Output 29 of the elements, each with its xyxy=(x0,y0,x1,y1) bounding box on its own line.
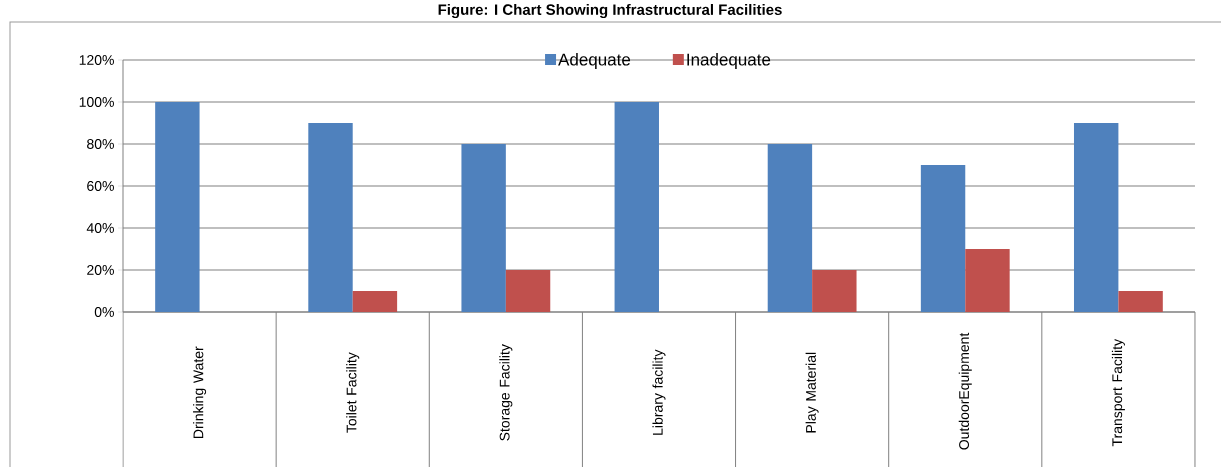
bar xyxy=(767,144,813,312)
bar xyxy=(352,291,398,312)
x-tick-label: Storage Facility xyxy=(499,344,513,441)
bar xyxy=(812,270,857,312)
y-tick-label: 80% xyxy=(87,139,114,149)
y-tick-label: 120% xyxy=(79,55,114,65)
x-tick-label: Drinking Water xyxy=(193,346,207,438)
y-tick-label: 100% xyxy=(79,97,114,107)
chart-title: Figure: I Chart Showing Infrastructural Facilities xyxy=(438,3,782,19)
bar xyxy=(1118,291,1163,312)
x-tick-label: Toilet Facility xyxy=(346,352,360,433)
y-tick-label: 40% xyxy=(86,223,114,233)
x-tick-label: Library facility xyxy=(652,349,666,435)
y-tick-label: 0% xyxy=(94,307,114,317)
x-tick-label: OutdoorEquipment xyxy=(958,332,972,450)
x-tick-label: Transport Facility xyxy=(1111,338,1125,447)
bar xyxy=(965,249,1010,312)
legend-label: Adequate xyxy=(558,53,631,69)
bar xyxy=(505,270,551,312)
x-tick-label: Play Material xyxy=(805,352,819,433)
bar xyxy=(308,123,353,312)
legend-label: Inadequate xyxy=(687,53,771,69)
bar xyxy=(920,165,966,312)
bar xyxy=(614,102,659,312)
y-tick-label: 20% xyxy=(87,265,114,275)
bar xyxy=(461,144,506,312)
bar xyxy=(155,102,200,312)
y-tick-label: 60% xyxy=(87,181,114,191)
bar xyxy=(1073,123,1119,312)
